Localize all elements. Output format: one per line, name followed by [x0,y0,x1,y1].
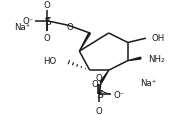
Text: O⁻: O⁻ [22,17,34,26]
Text: O: O [92,79,98,88]
Text: NH₂: NH₂ [149,54,165,63]
Text: OH: OH [152,33,165,42]
Text: O: O [44,34,51,43]
Text: O: O [96,74,103,83]
Polygon shape [79,33,90,52]
Text: Na⁺: Na⁺ [15,22,31,31]
Polygon shape [128,58,141,61]
Polygon shape [100,70,109,83]
Text: HO: HO [44,57,57,66]
Text: S: S [44,17,51,27]
Text: O: O [67,23,73,32]
Text: O: O [44,1,51,10]
Text: Na⁺: Na⁺ [140,78,156,87]
Text: O⁻: O⁻ [113,90,124,99]
Text: S: S [96,90,103,99]
Text: O: O [96,106,103,115]
